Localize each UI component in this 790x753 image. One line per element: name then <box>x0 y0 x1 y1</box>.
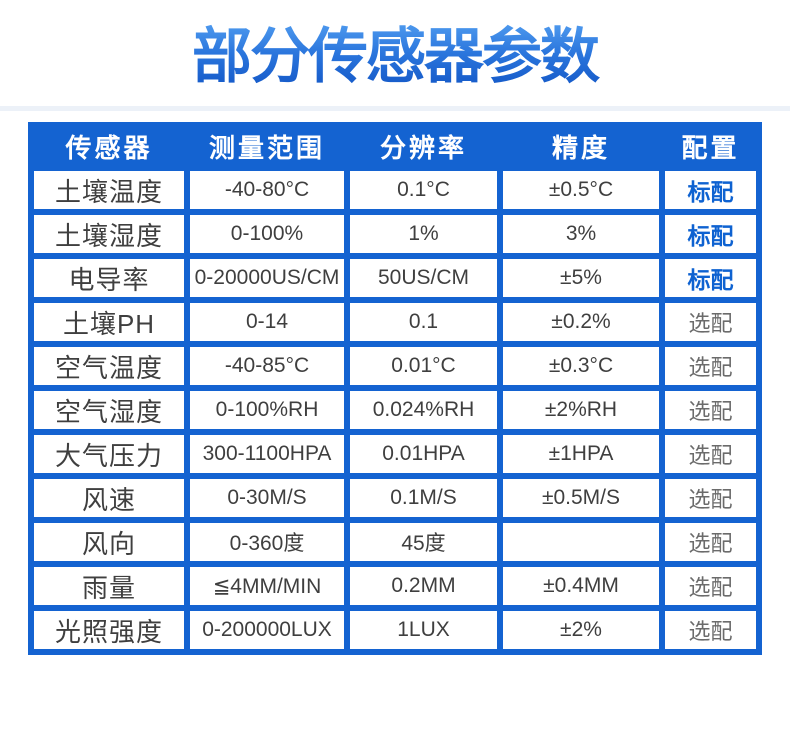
page-title: 部分传感器参数 <box>0 22 790 91</box>
range-cell: 300-1100HPA <box>190 435 344 473</box>
sensor-name-cell: 土壤PH <box>34 303 184 341</box>
table-row: 光照强度 0-200000LUX 1LUX ±2% 选配 <box>34 611 756 649</box>
accuracy-cell <box>503 523 659 561</box>
resolution-cell: 50US/CM <box>350 259 497 297</box>
accuracy-cell: ±1HPA <box>503 435 659 473</box>
sensor-name-cell: 空气温度 <box>34 347 184 385</box>
config-cell: 选配 <box>665 479 756 517</box>
table-row: 空气温度 -40-85°C 0.01°C ±0.3°C 选配 <box>34 347 756 385</box>
sensor-name-cell: 风速 <box>34 479 184 517</box>
config-cell: 选配 <box>665 435 756 473</box>
table-row: 风速 0-30M/S 0.1M/S ±0.5M/S 选配 <box>34 479 756 517</box>
range-cell: 0-14 <box>190 303 344 341</box>
range-cell: 0-30M/S <box>190 479 344 517</box>
accuracy-cell: ±0.3°C <box>503 347 659 385</box>
config-cell: 标配 <box>665 259 756 297</box>
table-row: 电导率 0-20000US/CM 50US/CM ±5% 标配 <box>34 259 756 297</box>
column-header-resolution: 分辨率 <box>379 133 467 163</box>
table-row: 大气压力 300-1100HPA 0.01HPA ±1HPA 选配 <box>34 435 756 473</box>
range-cell: 0-360度 <box>190 523 344 561</box>
sensor-name-cell: 电导率 <box>34 259 184 297</box>
accuracy-cell: ±0.5°C <box>503 171 659 209</box>
config-cell: 选配 <box>665 523 756 561</box>
resolution-cell: 1% <box>350 215 497 253</box>
accuracy-cell: 3% <box>503 215 659 253</box>
resolution-cell: 1LUX <box>350 611 497 649</box>
table-header-row: 传感器 测量范围 分辨率 精度 配置 <box>34 128 756 165</box>
range-cell: 0-200000LUX <box>190 611 344 649</box>
accuracy-cell: ±0.2% <box>503 303 659 341</box>
config-cell: 选配 <box>665 303 756 341</box>
accuracy-cell: ±2%RH <box>503 391 659 429</box>
accuracy-cell: ±0.4MM <box>503 567 659 605</box>
accuracy-cell: ±5% <box>503 259 659 297</box>
table-body: 土壤温度 -40-80°C 0.1°C ±0.5°C 标配 土壤湿度 0-100… <box>34 171 756 649</box>
config-cell: 标配 <box>665 215 756 253</box>
range-cell: 0-20000US/CM <box>190 259 344 297</box>
resolution-cell: 0.01HPA <box>350 435 497 473</box>
resolution-cell: 0.01°C <box>350 347 497 385</box>
column-header-accuracy: 精度 <box>551 133 610 163</box>
accuracy-cell: ±2% <box>503 611 659 649</box>
config-cell: 选配 <box>665 567 756 605</box>
resolution-cell: 0.1M/S <box>350 479 497 517</box>
column-header-range: 测量范围 <box>208 133 325 163</box>
sensor-spec-table: 传感器 测量范围 分辨率 精度 配置 土壤温度 -40-80°C 0.1°C ±… <box>28 122 762 655</box>
table-row: 风向 0-360度 45度 选配 <box>34 523 756 561</box>
range-cell: ≦4MM/MIN <box>190 567 344 605</box>
table-row: 空气湿度 0-100%RH 0.024%RH ±2%RH 选配 <box>34 391 756 429</box>
range-cell: -40-80°C <box>190 171 344 209</box>
sensor-name-cell: 风向 <box>34 523 184 561</box>
sensor-name-cell: 雨量 <box>34 567 184 605</box>
resolution-cell: 0.2MM <box>350 567 497 605</box>
config-cell: 选配 <box>665 391 756 429</box>
table-row: 雨量 ≦4MM/MIN 0.2MM ±0.4MM 选配 <box>34 567 756 605</box>
range-cell: 0-100%RH <box>190 391 344 429</box>
accuracy-cell: ±0.5M/S <box>503 479 659 517</box>
sensor-name-cell: 土壤温度 <box>34 171 184 209</box>
section-divider-line <box>0 106 790 111</box>
config-cell: 标配 <box>665 171 756 209</box>
resolution-cell: 0.1 <box>350 303 497 341</box>
sensor-name-cell: 大气压力 <box>34 435 184 473</box>
resolution-cell: 45度 <box>350 523 497 561</box>
table-row: 土壤PH 0-14 0.1 ±0.2% 选配 <box>34 303 756 341</box>
resolution-cell: 0.1°C <box>350 171 497 209</box>
resolution-cell: 0.024%RH <box>350 391 497 429</box>
config-cell: 选配 <box>665 611 756 649</box>
config-cell: 选配 <box>665 347 756 385</box>
sensor-name-cell: 光照强度 <box>34 611 184 649</box>
range-cell: 0-100% <box>190 215 344 253</box>
table-row: 土壤温度 -40-80°C 0.1°C ±0.5°C 标配 <box>34 171 756 209</box>
range-cell: -40-85°C <box>190 347 344 385</box>
sensor-name-cell: 土壤湿度 <box>34 215 184 253</box>
column-header-config: 配置 <box>681 133 740 163</box>
column-header-sensor: 传感器 <box>65 133 153 163</box>
table-row: 土壤湿度 0-100% 1% 3% 标配 <box>34 215 756 253</box>
sensor-name-cell: 空气湿度 <box>34 391 184 429</box>
